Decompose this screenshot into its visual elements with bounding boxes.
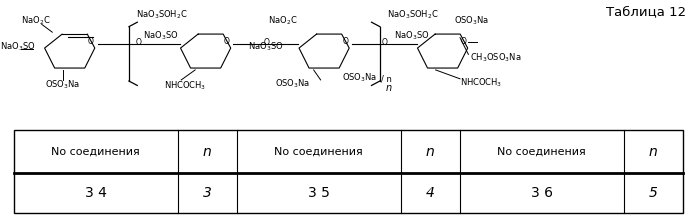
Text: n: n xyxy=(426,145,435,159)
Text: n: n xyxy=(203,145,212,159)
Text: 3: 3 xyxy=(203,186,212,200)
Text: OSO$_3$Na: OSO$_3$Na xyxy=(342,71,377,84)
Text: NaO$_3$SOH$_2$C: NaO$_3$SOH$_2$C xyxy=(387,8,438,21)
Text: 3 5: 3 5 xyxy=(308,186,330,200)
Text: NaO$_3$SOH$_2$C: NaO$_3$SOH$_2$C xyxy=(136,8,187,21)
Text: / n: / n xyxy=(381,74,392,83)
Text: OSO$_3$Na: OSO$_3$Na xyxy=(45,78,81,91)
Text: O: O xyxy=(263,38,269,47)
Text: OSO$_3$Na: OSO$_3$Na xyxy=(454,15,490,27)
Text: NaO$_3$SO: NaO$_3$SO xyxy=(394,29,429,42)
Text: O: O xyxy=(342,37,348,46)
Text: No соединения: No соединения xyxy=(498,147,586,157)
Text: NaO$_2$C: NaO$_2$C xyxy=(268,15,298,27)
Text: NaO$_3$SO: NaO$_3$SO xyxy=(143,29,178,42)
Text: O: O xyxy=(382,38,388,47)
Text: CH$_3$OSO$_3$Na: CH$_3$OSO$_3$Na xyxy=(470,52,522,64)
Text: 3 6: 3 6 xyxy=(531,186,553,200)
Text: O: O xyxy=(461,37,467,46)
Text: NHCOCH$_3$: NHCOCH$_3$ xyxy=(460,76,503,89)
Text: O: O xyxy=(136,38,141,47)
Text: NaO$_3$SO: NaO$_3$SO xyxy=(0,40,36,53)
Text: NaO$_3$SO: NaO$_3$SO xyxy=(248,40,284,53)
Text: Таблица 12: Таблица 12 xyxy=(606,6,687,19)
Text: OSO$_3$Na: OSO$_3$Na xyxy=(275,77,311,89)
Text: O: O xyxy=(224,37,230,46)
Text: n: n xyxy=(649,145,658,159)
Text: 3 4: 3 4 xyxy=(85,186,107,200)
Text: NHCOCH$_3$: NHCOCH$_3$ xyxy=(164,79,206,92)
Text: No соединения: No соединения xyxy=(275,147,363,157)
Text: O: O xyxy=(88,37,94,46)
Text: 4: 4 xyxy=(426,186,435,200)
Text: NaO$_2$C: NaO$_2$C xyxy=(21,15,50,27)
Text: n: n xyxy=(385,83,392,93)
Text: 5: 5 xyxy=(649,186,658,200)
Text: No соединения: No соединения xyxy=(52,147,140,157)
Bar xyxy=(14,130,683,213)
